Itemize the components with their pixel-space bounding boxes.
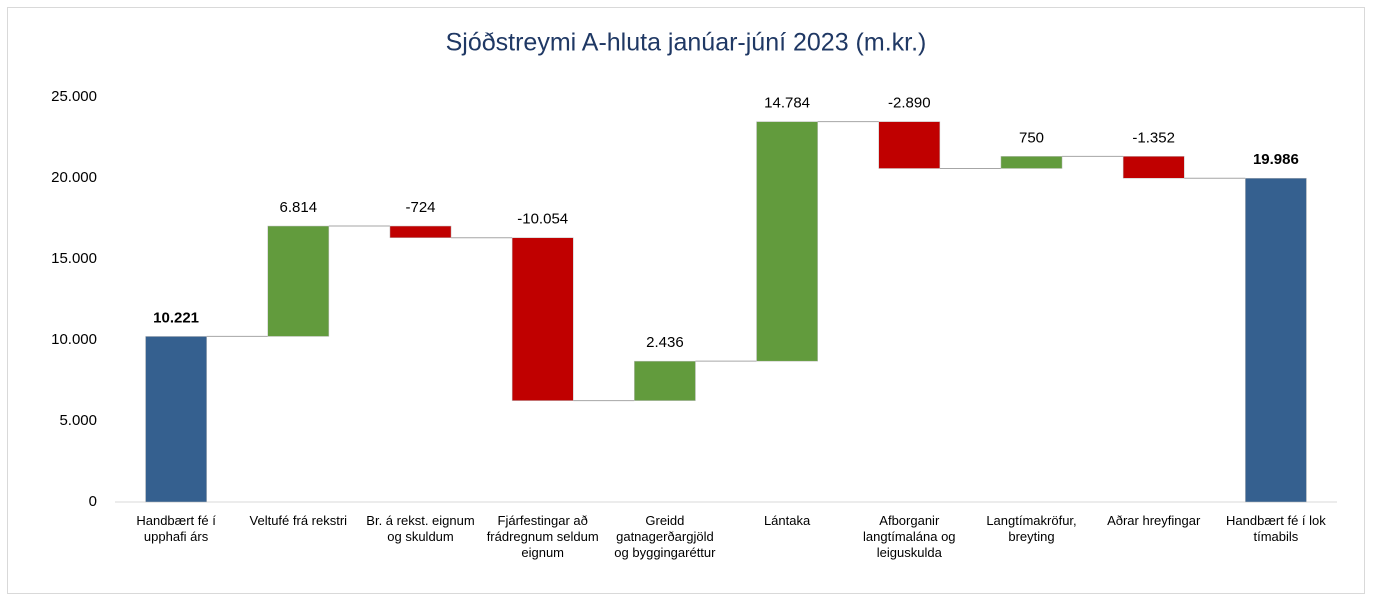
x-tick-label: Greidd gatnagerðargjöld og byggingaréttur: [614, 513, 716, 560]
x-tick-label: Afborganir langtímalána og leiguskulda: [863, 513, 956, 560]
x-tick-label: Handbært fé í lok tímabils: [1226, 513, 1326, 544]
bar: [1122, 156, 1185, 179]
y-tick-label: 5.000: [59, 412, 97, 429]
x-tick-line: Langtímakröfur,: [986, 513, 1076, 528]
x-tick-line: Greidd: [645, 513, 684, 528]
x-tick-line: leiguskulda: [877, 545, 943, 560]
value-label: -10.054: [517, 211, 568, 228]
x-tick-line: Afborganir: [879, 513, 940, 528]
x-tick-label: Br. á rekst. eignum og skuldum: [366, 513, 474, 544]
x-tick-line: eignum: [521, 545, 564, 560]
x-tick-line: og byggingaréttur: [614, 545, 716, 560]
y-tick-label: 10.000: [51, 331, 97, 348]
x-tick-line: upphafi árs: [144, 529, 209, 544]
chart-frame: [7, 7, 1365, 594]
x-tick-line: langtímalána og: [863, 529, 956, 544]
x-tick-label: Lántaka: [764, 513, 811, 528]
value-label: 6.814: [280, 199, 318, 216]
x-tick-line: frádregnum seldum: [487, 529, 599, 544]
x-tick-label: Handbært fé í upphafi árs: [136, 513, 216, 544]
value-label: -1.352: [1132, 129, 1175, 146]
chart-title: Sjóðstreymi A-hluta janúar-júní 2023 (m.…: [446, 29, 927, 57]
x-tick-label: Fjárfestingar að frádregnum seldum eignum: [487, 513, 599, 560]
x-tick-line: Handbært fé í: [136, 513, 216, 528]
y-tick-label: 0: [89, 493, 97, 510]
x-tick-line: og skuldum: [387, 529, 453, 544]
value-label: -724: [405, 199, 435, 216]
x-tick-line: gatnagerðargjöld: [616, 529, 714, 544]
value-label: 2.436: [646, 334, 684, 351]
x-tick-label: Veltufé frá rekstri: [250, 513, 348, 528]
bar: [511, 237, 574, 401]
x-tick-label: Langtímakröfur, breyting: [986, 513, 1076, 544]
value-label: 14.784: [764, 95, 810, 112]
bar: [756, 121, 818, 362]
bar: [145, 336, 207, 503]
x-tick-line: Veltufé frá rekstri: [250, 513, 348, 528]
bar: [634, 360, 696, 401]
x-tick-line: Lántaka: [764, 513, 811, 528]
x-tick-line: tímabils: [1254, 529, 1299, 544]
bar: [878, 121, 941, 169]
bar: [1245, 177, 1307, 503]
x-tick-line: breyting: [1008, 529, 1054, 544]
x-tick-line: Fjárfestingar að: [498, 513, 588, 528]
value-label: 19.986: [1253, 151, 1299, 168]
x-tick-line: Handbært fé í lok: [1226, 513, 1326, 528]
value-label: -2.890: [888, 95, 931, 112]
y-tick-label: 15.000: [51, 250, 97, 267]
y-tick-label: 20.000: [51, 169, 97, 186]
bar: [267, 225, 330, 337]
x-tick-line: Aðrar hreyfingar: [1107, 513, 1201, 528]
y-tick-label: 25.000: [51, 88, 97, 105]
value-label: 10.221: [153, 309, 199, 326]
bar: [389, 225, 452, 239]
bar: [1000, 156, 1063, 169]
x-tick-line: Br. á rekst. eignum: [366, 513, 474, 528]
x-tick-label: Aðrar hreyfingar: [1107, 513, 1201, 528]
value-label: 750: [1019, 129, 1044, 146]
